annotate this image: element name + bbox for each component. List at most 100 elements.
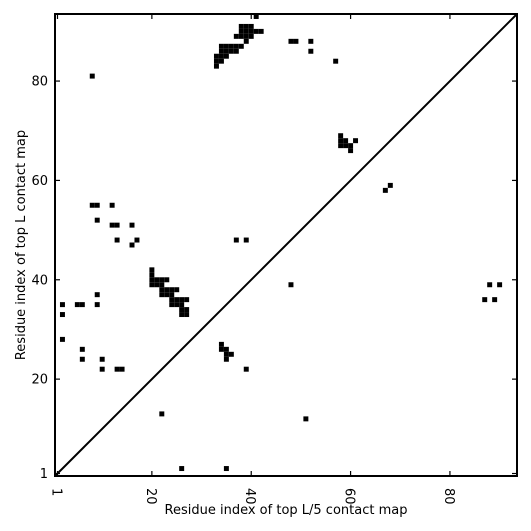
contact-cell bbox=[238, 28, 244, 34]
contact-cell bbox=[134, 237, 140, 243]
contact-cell bbox=[243, 33, 249, 39]
contact-cell bbox=[89, 73, 95, 79]
contact-cell bbox=[99, 356, 105, 362]
contact-cell bbox=[159, 287, 165, 293]
contact-cell bbox=[149, 282, 155, 288]
contact-cells bbox=[59, 14, 503, 472]
contact-cell bbox=[492, 297, 498, 303]
contact-cell bbox=[79, 346, 85, 352]
contact-cell bbox=[159, 282, 165, 288]
contact-cell bbox=[179, 297, 185, 303]
contact-cell bbox=[169, 302, 175, 308]
contact-cell bbox=[343, 143, 349, 149]
contact-cell bbox=[99, 366, 105, 372]
contact-cell bbox=[223, 43, 229, 49]
contact-cell bbox=[164, 287, 170, 293]
contact-cell bbox=[387, 182, 393, 188]
contact-cell bbox=[487, 282, 493, 288]
contact-cell bbox=[149, 267, 155, 273]
contact-cell bbox=[238, 43, 244, 49]
contact-cell bbox=[179, 466, 185, 472]
contact-cell bbox=[213, 53, 219, 59]
x-tick-label: 80 bbox=[441, 488, 456, 505]
contact-cell bbox=[338, 143, 344, 149]
contact-cell bbox=[79, 356, 85, 362]
contact-cell bbox=[218, 346, 224, 352]
contact-cell bbox=[154, 282, 160, 288]
contact-cell bbox=[248, 23, 254, 29]
contact-cell bbox=[333, 58, 339, 64]
contact-cell bbox=[218, 53, 224, 59]
contact-cell bbox=[238, 23, 244, 29]
contact-cell bbox=[228, 351, 234, 357]
contact-cell bbox=[154, 277, 160, 283]
contact-cell bbox=[497, 282, 503, 288]
contact-cell bbox=[169, 287, 175, 293]
diagonal-line bbox=[54, 13, 518, 477]
contact-cell bbox=[243, 23, 249, 29]
contact-cell bbox=[233, 33, 239, 39]
contact-cell bbox=[184, 312, 190, 318]
contact-cell bbox=[223, 346, 229, 352]
contact-cell bbox=[94, 217, 100, 223]
contact-cell bbox=[338, 138, 344, 144]
contact-cell bbox=[164, 292, 170, 298]
contact-cell bbox=[223, 48, 229, 54]
contact-cell bbox=[119, 366, 125, 372]
contact-cell bbox=[338, 133, 344, 139]
contact-cell bbox=[169, 292, 175, 298]
contact-cell bbox=[238, 33, 244, 39]
contact-cell bbox=[114, 237, 120, 243]
contact-cell bbox=[228, 43, 234, 49]
contact-cell bbox=[233, 48, 239, 54]
x-tick-label: 60 bbox=[342, 488, 357, 505]
contact-cell bbox=[174, 302, 180, 308]
contact-cell bbox=[129, 222, 135, 228]
contact-cell bbox=[243, 28, 249, 34]
contact-cell bbox=[114, 222, 120, 228]
contact-cell bbox=[233, 237, 239, 243]
contact-cell bbox=[218, 43, 224, 49]
contact-cell bbox=[213, 58, 219, 64]
contact-cell bbox=[164, 277, 170, 283]
contact-cell bbox=[293, 38, 299, 44]
contact-cell bbox=[114, 366, 120, 372]
contact-cell bbox=[253, 14, 259, 19]
contact-cell bbox=[149, 272, 155, 278]
contact-cell bbox=[228, 48, 234, 54]
axis-ticks: 1 20 40 60 80 1 20 40 60 80 bbox=[31, 14, 517, 505]
x-tick-label: 20 bbox=[143, 488, 158, 505]
contact-cell bbox=[184, 307, 190, 313]
contact-cell bbox=[288, 38, 294, 44]
contact-cell bbox=[243, 237, 249, 243]
contact-cell bbox=[59, 336, 65, 342]
contact-cell bbox=[179, 307, 185, 313]
contact-cell bbox=[149, 277, 155, 283]
contact-cell bbox=[223, 53, 229, 59]
y-tick-label: 40 bbox=[31, 273, 48, 288]
contact-cell bbox=[59, 302, 65, 308]
contact-cell bbox=[89, 202, 95, 208]
contact-cell bbox=[218, 341, 224, 347]
contact-cell bbox=[213, 63, 219, 69]
contact-cell bbox=[179, 312, 185, 318]
contact-cell bbox=[129, 242, 135, 248]
y-tick-label: 60 bbox=[31, 174, 48, 189]
contact-cell bbox=[218, 58, 224, 64]
contact-cell bbox=[482, 297, 488, 303]
contact-cell bbox=[348, 143, 354, 149]
contact-cell bbox=[184, 297, 190, 303]
x-tick-label: 1 bbox=[49, 488, 64, 496]
x-axis-label: Residue index of top L/5 contact map bbox=[165, 503, 408, 518]
contact-cell bbox=[243, 38, 249, 44]
contact-cell bbox=[159, 277, 165, 283]
contact-cell bbox=[303, 416, 309, 422]
contact-cell bbox=[59, 312, 65, 318]
contact-cell bbox=[308, 38, 314, 44]
contact-cell bbox=[179, 302, 185, 308]
contact-cell bbox=[218, 48, 224, 54]
contact-cell bbox=[74, 302, 80, 308]
contact-cell bbox=[248, 33, 254, 39]
contact-cell bbox=[223, 351, 229, 357]
contact-cell bbox=[308, 48, 314, 54]
